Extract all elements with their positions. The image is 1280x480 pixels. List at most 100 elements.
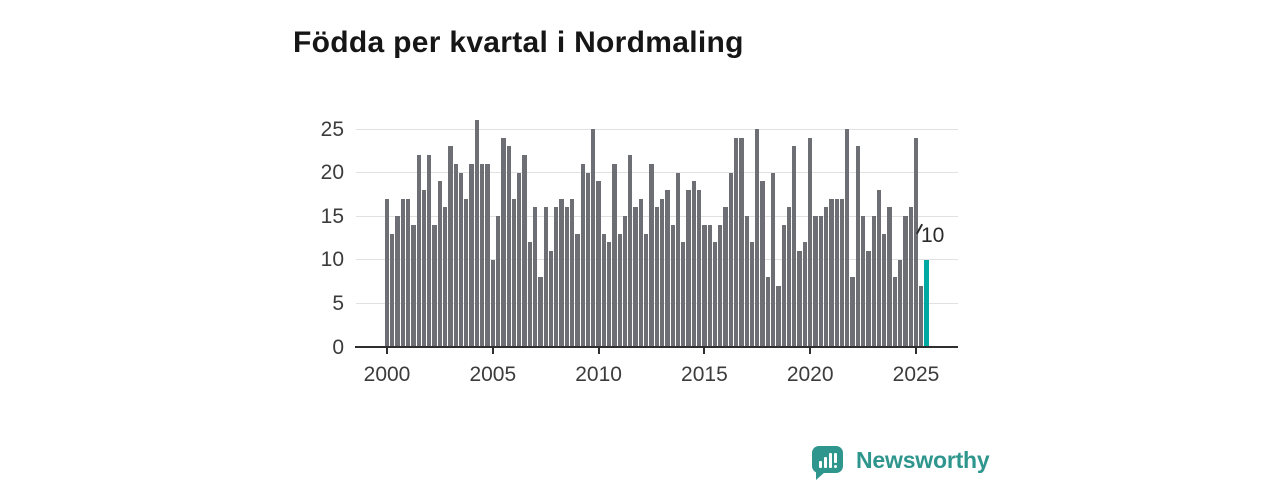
- bar-2016q3: [733, 137, 739, 347]
- bar-2024q1: [892, 277, 897, 347]
- bar-2004q4: [485, 163, 490, 347]
- bar-2007q4: [548, 251, 554, 347]
- bar-2007q3: [543, 207, 548, 347]
- y-tick-label-25: 25: [320, 117, 344, 141]
- bar-2021q1: [829, 198, 834, 347]
- bar-2017q1: [744, 216, 749, 347]
- bar-2009q4: [591, 129, 596, 347]
- bar-2009q1: [575, 233, 580, 347]
- bar-2025q2: [919, 285, 924, 347]
- x-tick-2020: [809, 348, 812, 354]
- bar-2022q2: [855, 146, 860, 347]
- bar-2012q3: [649, 163, 654, 347]
- bar-2013q4: [675, 172, 681, 347]
- logo-speech-tail: [816, 472, 825, 480]
- bar-2014q3: [691, 181, 696, 347]
- bar-2020q2: [813, 216, 818, 347]
- bar-2019q1: [786, 207, 792, 347]
- chart-title: Födda per kvartal i Nordmaling: [293, 26, 744, 60]
- bar-2012q4: [654, 207, 659, 347]
- bar-2024q2: [897, 259, 903, 347]
- bar-2022q1: [850, 277, 855, 347]
- bar-2001q1: [406, 198, 411, 347]
- bar-2001q2: [411, 224, 416, 347]
- bar-2013q2: [665, 190, 670, 347]
- bar-2011q3: [628, 155, 633, 347]
- bar-2002q4: [443, 207, 448, 347]
- bar-2002q2: [432, 224, 437, 347]
- bar-2013q1: [659, 198, 665, 347]
- bar-2018q2: [771, 172, 776, 347]
- bar-2016q4: [739, 137, 744, 347]
- bar-highlight-2025q3: [924, 259, 929, 347]
- bar-2004q1: [469, 163, 474, 347]
- bar-2001q3: [416, 155, 421, 347]
- bar-2011q4: [633, 207, 638, 347]
- bar-2009q3: [585, 172, 591, 347]
- bar-2011q1: [617, 233, 622, 347]
- bar-2000q2: [390, 233, 395, 347]
- x-tick-2015: [703, 348, 706, 354]
- bar-2021q2: [834, 198, 839, 347]
- x-axis-line: [355, 346, 958, 348]
- gridline-y-25: [356, 128, 958, 130]
- bar-2016q2: [728, 172, 733, 347]
- bar-2006q3: [522, 155, 527, 347]
- y-tick-label-10: 10: [320, 248, 344, 272]
- bar-2024q4: [908, 207, 913, 347]
- bar-2017q3: [755, 129, 760, 347]
- bar-2014q4: [696, 190, 702, 347]
- logo-exclamation-icon: [833, 453, 837, 468]
- x-tick-label-2020: 2020: [786, 363, 834, 386]
- bar-2008q2: [559, 198, 564, 347]
- bar-2010q4: [612, 163, 617, 347]
- bar-2012q2: [644, 233, 649, 347]
- bar-2012q1: [638, 198, 644, 347]
- bar-2023q2: [876, 190, 882, 347]
- bar-2018q3: [776, 285, 781, 347]
- bar-2017q4: [760, 181, 765, 347]
- bar-2016q1: [723, 207, 728, 347]
- x-tick-2000: [386, 348, 388, 354]
- bar-2024q3: [903, 216, 908, 347]
- bar-2000q3: [395, 216, 400, 347]
- newsworthy-logo[interactable]: Newsworthy: [812, 446, 1012, 480]
- x-tick-label-2000: 2000: [363, 363, 411, 386]
- y-tick-label-5: 5: [332, 291, 344, 315]
- x-tick-2025: [915, 348, 917, 354]
- bar-2001q4: [421, 190, 427, 347]
- bar-2017q2: [749, 242, 755, 347]
- bar-2011q2: [622, 216, 628, 347]
- latest-value-label: 10: [921, 224, 945, 247]
- bar-2004q2: [474, 120, 480, 347]
- x-tick-label-2025: 2025: [892, 363, 940, 386]
- bar-2006q2: [517, 172, 522, 347]
- bar-2008q1: [554, 207, 559, 347]
- x-tick-label-2015: 2015: [681, 363, 728, 386]
- logo-bar-large-icon: [828, 453, 832, 468]
- bar-2020q1: [808, 137, 813, 347]
- bar-2003q2: [453, 163, 458, 347]
- bar-2003q3: [458, 172, 464, 347]
- bar-2014q2: [686, 190, 691, 347]
- bar-2014q1: [681, 242, 686, 347]
- bar-2015q4: [718, 224, 723, 347]
- bar-2015q2: [707, 224, 712, 347]
- logo-bar-medium-icon: [823, 457, 827, 468]
- bar-2008q3: [564, 207, 569, 347]
- bar-2010q1: [596, 181, 601, 347]
- bar-2010q3: [607, 242, 612, 347]
- bar-2023q4: [887, 207, 892, 347]
- y-tick-label-0: 0: [332, 335, 344, 359]
- x-tick-label-2010: 2010: [575, 363, 622, 386]
- bar-2005q2: [495, 216, 501, 347]
- bar-2022q3: [860, 216, 866, 347]
- bar-2002q1: [427, 155, 432, 347]
- bar-2007q2: [538, 277, 543, 347]
- bar-2006q4: [527, 242, 532, 347]
- bar-2009q2: [580, 163, 585, 347]
- bar-2023q1: [871, 216, 876, 347]
- bar-2018q4: [781, 224, 786, 347]
- bar-2000q4: [400, 198, 406, 347]
